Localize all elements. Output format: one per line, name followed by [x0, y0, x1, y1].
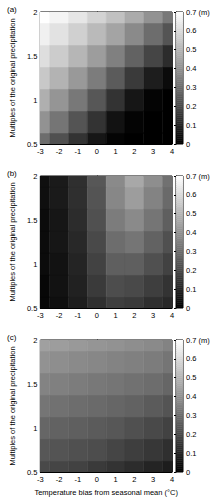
- svg-text:1: 1: [33, 96, 37, 105]
- svg-text:2: 2: [132, 475, 136, 484]
- svg-text:3: 3: [151, 147, 155, 156]
- svg-text:1: 1: [113, 147, 117, 156]
- svg-text:0: 0: [95, 147, 99, 156]
- svg-text:0.3: 0.3: [186, 247, 196, 256]
- svg-text:0.6: 0.6: [186, 190, 196, 199]
- svg-text:-2: -2: [56, 311, 63, 320]
- svg-text:0.1: 0.1: [186, 285, 196, 294]
- svg-text:(a): (a): [7, 5, 17, 14]
- svg-text:Multiples of the original prec: Multiples of the original precipitation: [8, 18, 17, 137]
- svg-text:1.5: 1.5: [27, 216, 37, 225]
- svg-text:(b): (b): [7, 169, 17, 178]
- svg-text:0.5: 0.5: [27, 140, 37, 149]
- svg-text:0.7 (m): 0.7 (m): [186, 172, 210, 181]
- svg-text:0.2: 0.2: [186, 102, 196, 111]
- svg-text:0.5: 0.5: [186, 209, 196, 218]
- svg-text:-3: -3: [37, 147, 44, 156]
- svg-text:0.5: 0.5: [186, 45, 196, 54]
- svg-text:0.3: 0.3: [186, 83, 196, 92]
- svg-text:0.7 (m): 0.7 (m): [186, 336, 210, 345]
- svg-text:(c): (c): [7, 333, 17, 342]
- svg-text:0.6: 0.6: [186, 354, 196, 363]
- svg-text:0: 0: [186, 304, 190, 313]
- svg-text:0.1: 0.1: [186, 449, 196, 458]
- svg-text:0: 0: [186, 140, 190, 149]
- svg-text:1: 1: [33, 424, 37, 433]
- svg-text:-3: -3: [37, 311, 44, 320]
- svg-text:0.4: 0.4: [186, 392, 196, 401]
- svg-text:0.4: 0.4: [186, 228, 196, 237]
- svg-text:1.5: 1.5: [27, 380, 37, 389]
- svg-text:-2: -2: [56, 147, 63, 156]
- svg-text:0.3: 0.3: [186, 411, 196, 420]
- svg-text:0.7 (m): 0.7 (m): [186, 8, 210, 17]
- svg-text:3: 3: [151, 311, 155, 320]
- svg-text:0.4: 0.4: [186, 64, 196, 73]
- svg-text:4: 4: [170, 147, 174, 156]
- svg-text:Multiples of the original prec: Multiples of the original precipitation: [8, 182, 17, 301]
- svg-text:3: 3: [151, 475, 155, 484]
- svg-text:0: 0: [95, 475, 99, 484]
- svg-text:2: 2: [33, 172, 37, 181]
- svg-text:0: 0: [186, 468, 190, 477]
- svg-text:1: 1: [113, 311, 117, 320]
- svg-text:4: 4: [170, 311, 174, 320]
- svg-text:Multiples of the original prec: Multiples of the original precipitation: [8, 346, 17, 465]
- svg-text:2: 2: [132, 311, 136, 320]
- svg-text:0.5: 0.5: [27, 468, 37, 477]
- svg-text:2: 2: [132, 147, 136, 156]
- svg-text:0.2: 0.2: [186, 430, 196, 439]
- svg-text:4: 4: [170, 475, 174, 484]
- svg-text:0.1: 0.1: [186, 121, 196, 130]
- svg-text:2: 2: [33, 8, 37, 17]
- svg-text:-1: -1: [75, 147, 82, 156]
- svg-text:Temperature bias from seasonal: Temperature bias from seasonal mean (°C): [34, 488, 178, 497]
- svg-text:-1: -1: [75, 475, 82, 484]
- svg-text:0.6: 0.6: [186, 26, 196, 35]
- svg-text:0.5: 0.5: [186, 373, 196, 382]
- svg-text:1: 1: [113, 475, 117, 484]
- svg-text:-1: -1: [75, 311, 82, 320]
- svg-text:0: 0: [95, 311, 99, 320]
- svg-text:2: 2: [33, 336, 37, 345]
- svg-text:-3: -3: [37, 475, 44, 484]
- svg-text:-2: -2: [56, 475, 63, 484]
- svg-text:1: 1: [33, 260, 37, 269]
- svg-text:0.5: 0.5: [27, 304, 37, 313]
- svg-text:0.2: 0.2: [186, 266, 196, 275]
- svg-text:1.5: 1.5: [27, 52, 37, 61]
